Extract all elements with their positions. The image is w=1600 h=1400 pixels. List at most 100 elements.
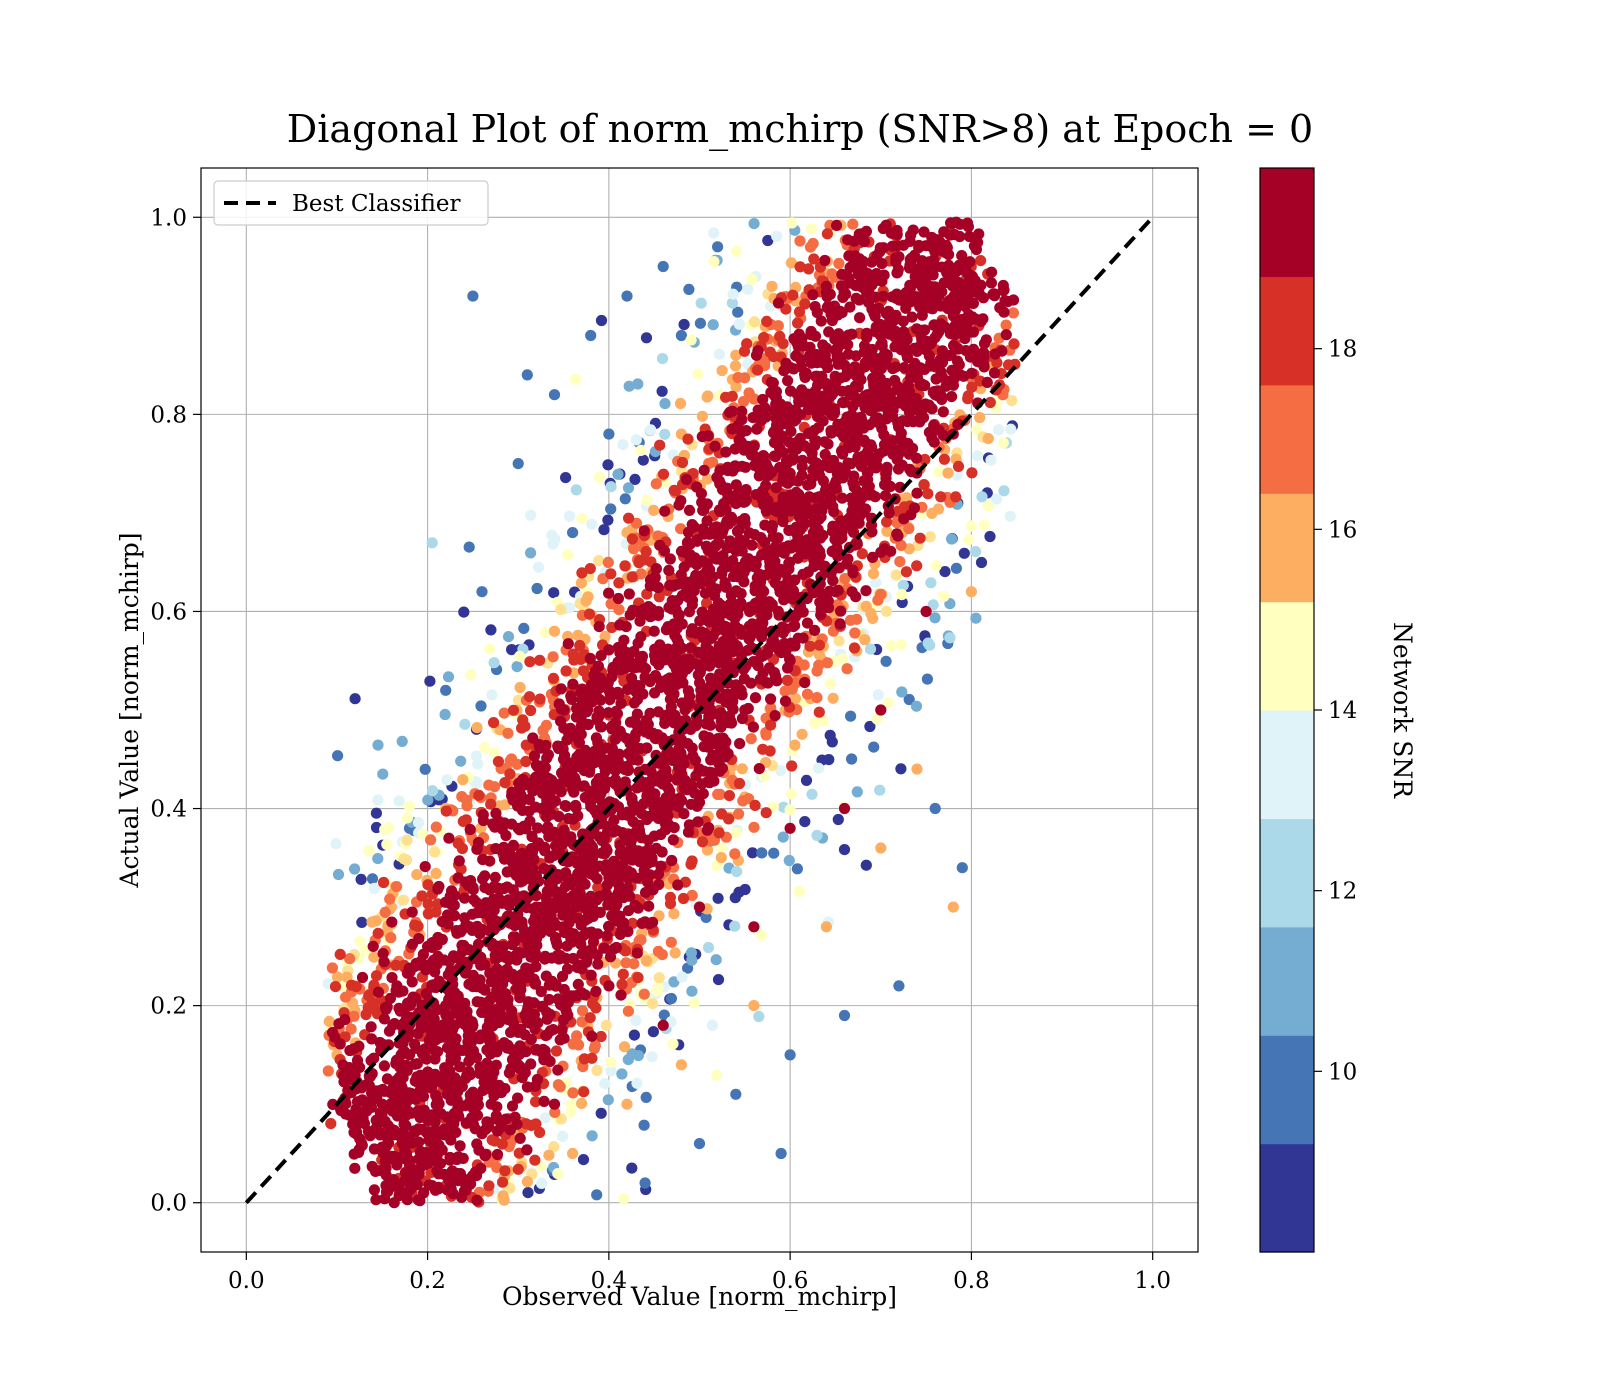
scatter-point — [944, 632, 956, 644]
scatter-point — [440, 1000, 452, 1012]
scatter-point — [504, 768, 516, 780]
scatter-point — [821, 228, 834, 240]
scatter-point — [479, 882, 491, 894]
scatter-point — [779, 685, 791, 697]
scatter-point — [602, 1094, 614, 1106]
scatter-point — [938, 590, 950, 603]
scatter-point — [938, 453, 951, 465]
scatter-point — [554, 1034, 566, 1046]
scatter-point — [951, 469, 963, 481]
scatter-point — [802, 566, 814, 578]
scatter-point — [354, 935, 366, 947]
scatter-point — [807, 289, 819, 301]
scatter-point — [593, 672, 605, 684]
scatter-point — [730, 479, 742, 491]
scatter-point — [768, 351, 780, 363]
scatter-point — [406, 976, 418, 988]
scatter-point — [632, 378, 644, 390]
scatter-point — [640, 955, 653, 967]
scatter-point — [950, 562, 963, 574]
scatter-point — [361, 1105, 373, 1117]
scatter-point — [742, 283, 754, 295]
scatter-point — [327, 1026, 339, 1039]
scatter-point — [761, 647, 774, 659]
scatter-point — [879, 357, 891, 369]
scatter-point — [579, 744, 592, 757]
scatter-point — [723, 790, 736, 802]
scatter-point — [540, 970, 552, 982]
scatter-point — [548, 1098, 561, 1110]
scatter-point — [623, 380, 635, 392]
scatter-point — [473, 789, 485, 802]
scatter-point — [866, 526, 878, 538]
scatter-point — [572, 978, 584, 991]
scatter-point — [658, 654, 670, 666]
scatter-point — [441, 909, 454, 921]
scatter-point — [707, 571, 719, 583]
scatter-point — [713, 827, 725, 839]
scatter-point — [973, 228, 985, 240]
scatter-point — [540, 1050, 552, 1063]
scatter-point — [875, 588, 887, 600]
scatter-point — [502, 1013, 514, 1025]
scatter-point — [524, 855, 536, 867]
scatter-point — [809, 717, 821, 729]
scatter-point — [747, 721, 760, 733]
scatter-point — [585, 868, 597, 880]
scatter-point — [530, 1118, 542, 1130]
scatter-point — [927, 599, 939, 611]
scatter-point — [396, 735, 408, 748]
scatter-point — [537, 724, 549, 737]
scatter-point — [548, 587, 560, 599]
scatter-point — [498, 817, 511, 829]
scatter-point — [789, 538, 801, 550]
scatter-point — [904, 253, 916, 265]
scatter-point — [775, 764, 787, 777]
scatter-point — [965, 586, 978, 598]
scatter-point — [406, 1107, 418, 1119]
scatter-point — [898, 362, 910, 374]
scatter-point — [756, 608, 768, 620]
scatter-point — [970, 546, 982, 558]
scatter-point — [640, 663, 652, 675]
scatter-point — [473, 926, 485, 938]
scatter-point — [512, 980, 524, 992]
scatter-point — [991, 493, 1003, 505]
scatter-point — [918, 479, 930, 491]
scatter-point — [555, 715, 567, 727]
scatter-point — [715, 852, 727, 864]
scatter-point — [442, 969, 454, 981]
scatter-point — [709, 440, 721, 452]
scatter-point — [488, 717, 500, 729]
scatter-point — [683, 504, 696, 516]
scatter-point — [680, 474, 693, 486]
scatter-point — [376, 1164, 388, 1177]
scatter-point — [821, 342, 833, 354]
scatter-point — [640, 726, 652, 738]
scatter-point — [626, 672, 638, 684]
scatter-point — [535, 985, 547, 998]
scatter-point — [366, 873, 379, 885]
scatter-point — [521, 1081, 534, 1093]
scatter-point — [582, 591, 594, 603]
scatter-point — [539, 1112, 552, 1124]
scatter-point — [530, 870, 543, 882]
scatter-point — [491, 1101, 503, 1113]
scatter-point — [722, 465, 734, 477]
scatter-point — [761, 546, 773, 558]
scatter-point — [952, 418, 964, 430]
scatter-point — [674, 397, 687, 410]
scatter-point — [708, 523, 720, 536]
scatter-point — [845, 492, 857, 504]
scatter-point — [693, 1138, 706, 1150]
scatter-point — [731, 585, 743, 598]
scatter-point — [548, 625, 561, 637]
scatter-point — [493, 1079, 505, 1091]
scatter-point — [525, 1033, 537, 1045]
scatter-point — [698, 464, 710, 476]
scatter-point — [523, 793, 536, 806]
scatter-point — [650, 842, 663, 855]
scatter-point — [576, 1016, 588, 1028]
scatter-point — [514, 681, 526, 694]
scatter-point — [582, 718, 594, 731]
